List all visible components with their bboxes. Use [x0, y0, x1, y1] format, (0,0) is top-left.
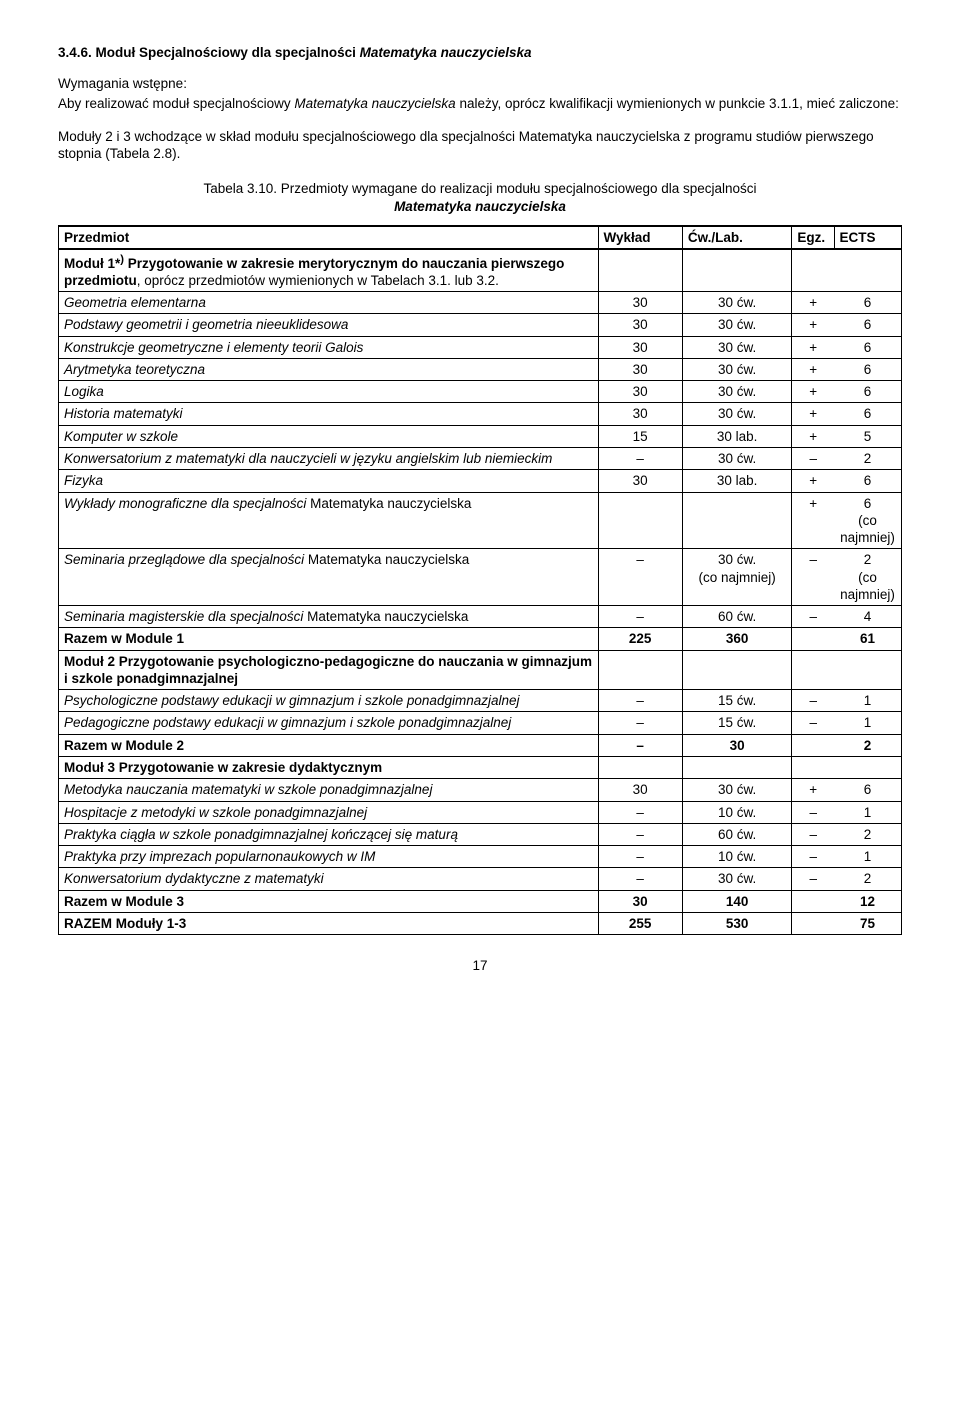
- table-row: Podstawy geometrii i geometria nieeuklid…: [59, 314, 902, 336]
- course-name: Praktyka ciągła w szkole ponadgimnazjaln…: [59, 823, 599, 845]
- section-title-ital: Matematyka nauczycielska: [360, 45, 532, 60]
- req-line1-b: należy, oprócz kwalifikacji wymienionych…: [456, 96, 899, 111]
- table-row: Metodyka nauczania matematyki w szkole p…: [59, 779, 902, 801]
- table-row: Komputer w szkole1530 lab.+5: [59, 425, 902, 447]
- table-row: Moduł 3 Przygotowanie w zakresie dydakty…: [59, 757, 902, 779]
- table-row: Konstrukcje geometryczne i elementy teor…: [59, 336, 902, 358]
- table-row: Razem w Module 33014012: [59, 890, 902, 912]
- col-wyklad: Wykład: [598, 226, 682, 249]
- module-header-cell: Moduł 1*) Przygotowanie w zakresie meryt…: [59, 249, 599, 292]
- requirements-line-1: Aby realizować moduł specjalnościowy Mat…: [58, 95, 902, 112]
- col-przedmiot: Przedmiot: [59, 226, 599, 249]
- table-row: Konwersatorium dydaktyczne z matematyki–…: [59, 868, 902, 890]
- sum-row-label: Razem w Module 1: [59, 628, 599, 650]
- table-row: Wykłady monograficzne dla specjalności M…: [59, 492, 902, 549]
- col-ects: ECTS: [834, 226, 901, 249]
- requirements-line-2: Moduły 2 i 3 wchodzące w skład modułu sp…: [58, 128, 902, 163]
- table-header-row: Przedmiot Wykład Ćw./Lab. Egz. ECTS: [59, 226, 902, 249]
- table-row: Fizyka3030 lab.+6: [59, 470, 902, 492]
- table-row: RAZEM Moduły 1-325553075: [59, 912, 902, 934]
- course-name: Geometria elementarna: [59, 292, 599, 314]
- table-row: Arytmetyka teoretyczna3030 ćw.+6: [59, 358, 902, 380]
- col-egz: Egz.: [792, 226, 834, 249]
- sum-row-label: Razem w Module 3: [59, 890, 599, 912]
- req-line1-ital: Matematyka nauczycielska: [294, 96, 455, 111]
- course-name: Psychologiczne podstawy edukacji w gimna…: [59, 690, 599, 712]
- table-row: Razem w Module 122536061: [59, 628, 902, 650]
- course-name: Podstawy geometrii i geometria nieeuklid…: [59, 314, 599, 336]
- course-name: Metodyka nauczania matematyki w szkole p…: [59, 779, 599, 801]
- course-name: Konstrukcje geometryczne i elementy teor…: [59, 336, 599, 358]
- section-number: 3.4.6.: [58, 45, 92, 60]
- course-name: Arytmetyka teoretyczna: [59, 358, 599, 380]
- table-title-a: Tabela 3.10. Przedmioty wymagane do real…: [203, 181, 756, 196]
- table-row: Konwersatorium z matematyki dla nauczyci…: [59, 448, 902, 470]
- course-name: Komputer w szkole: [59, 425, 599, 447]
- module-header-cell: Moduł 3 Przygotowanie w zakresie dydakty…: [59, 757, 599, 779]
- section-title-lead: Moduł Specjalnościowy dla specjalności: [96, 45, 360, 60]
- course-name: Seminaria magisterskie dla specjalności …: [59, 606, 599, 628]
- table-row: Pedagogiczne podstawy edukacji w gimnazj…: [59, 712, 902, 734]
- sum-row-label: RAZEM Moduły 1-3: [59, 912, 599, 934]
- course-name: Pedagogiczne podstawy edukacji w gimnazj…: [59, 712, 599, 734]
- table-row: Logika3030 ćw.+6: [59, 381, 902, 403]
- course-name: Historia matematyki: [59, 403, 599, 425]
- table-row: Geometria elementarna3030 ćw.+6: [59, 292, 902, 314]
- table-row: Seminaria magisterskie dla specjalności …: [59, 606, 902, 628]
- table-title-ital: Matematyka nauczycielska: [394, 199, 566, 214]
- table-row: Moduł 2 Przygotowanie psychologiczno-ped…: [59, 650, 902, 690]
- course-name: Seminaria przeglądowe dla specjalności M…: [59, 549, 599, 606]
- course-name: Fizyka: [59, 470, 599, 492]
- page-number: 17: [58, 957, 902, 974]
- col-cwlab: Ćw./Lab.: [682, 226, 792, 249]
- course-name: Konwersatorium z matematyki dla nauczyci…: [59, 448, 599, 470]
- course-name: Logika: [59, 381, 599, 403]
- table-row: Hospitacje z metodyki w szkole ponadgimn…: [59, 801, 902, 823]
- table-row: Seminaria przeglądowe dla specjalności M…: [59, 549, 902, 606]
- course-name: Hospitacje z metodyki w szkole ponadgimn…: [59, 801, 599, 823]
- course-name: Konwersatorium dydaktyczne z matematyki: [59, 868, 599, 890]
- table-row: Psychologiczne podstawy edukacji w gimna…: [59, 690, 902, 712]
- course-name: Wykłady monograficzne dla specjalności M…: [59, 492, 599, 549]
- requirements-label: Wymagania wstępne:: [58, 75, 902, 92]
- sum-row-label: Razem w Module 2: [59, 734, 599, 756]
- curriculum-table: Przedmiot Wykład Ćw./Lab. Egz. ECTS Modu…: [58, 225, 902, 935]
- section-heading: 3.4.6. Moduł Specjalnościowy dla specjal…: [58, 44, 902, 61]
- table-title: Tabela 3.10. Przedmioty wymagane do real…: [118, 180, 842, 215]
- course-name: Praktyka przy imprezach popularnonaukowy…: [59, 846, 599, 868]
- req-line1-a: Aby realizować moduł specjalnościowy: [58, 96, 294, 111]
- table-row: Historia matematyki3030 ćw.+6: [59, 403, 902, 425]
- table-row: Praktyka ciągła w szkole ponadgimnazjaln…: [59, 823, 902, 845]
- table-row: Razem w Module 2–302: [59, 734, 902, 756]
- module-header-cell: Moduł 2 Przygotowanie psychologiczno-ped…: [59, 650, 599, 690]
- table-row: Praktyka przy imprezach popularnonaukowy…: [59, 846, 902, 868]
- table-row: Moduł 1*) Przygotowanie w zakresie meryt…: [59, 249, 902, 292]
